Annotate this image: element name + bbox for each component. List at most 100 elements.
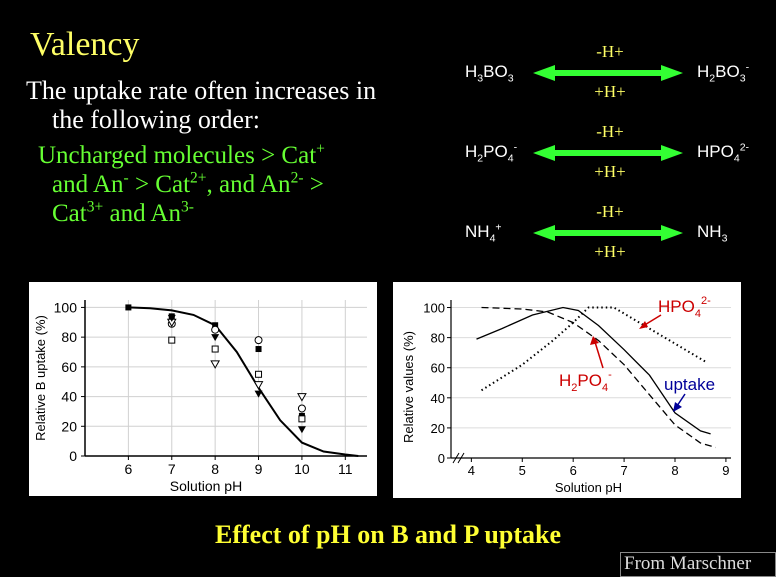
reactant-0-b: BO (483, 62, 508, 81)
reactant-2-sub1: 4 (489, 232, 496, 245)
point-open-square-2 (255, 370, 263, 378)
intro-line-2: the following order: (52, 105, 260, 134)
boron-uptake-chart: 0 20 40 60 80 100 6 7 8 9 10 11 Solution pH Relative … (33, 299, 367, 494)
arrow-bottom-label-0: +H+ (594, 82, 626, 101)
order-sup-7: 3- (181, 198, 194, 216)
point-filled-square-3 (255, 346, 262, 353)
reactant-1-sup: - (513, 141, 518, 154)
reactant-1-b: PO (483, 142, 508, 161)
product-0-sub1: 2 (709, 72, 716, 85)
order-text-4: , and An (206, 171, 291, 198)
order-text-7: and An (103, 200, 181, 227)
boron-uptake-chart-panel: 0 20 40 60 80 100 6 7 8 9 10 11 Solution pH Relative … (29, 282, 377, 496)
reactant-1-sub2: 4 (507, 152, 514, 165)
x-tick-label-9: 9 (255, 461, 263, 477)
x-tick-label-7: 7 (168, 461, 176, 477)
arrow-top-label-1: -H+ (596, 122, 624, 141)
x-axis-label: Solution pH (555, 480, 622, 495)
product-2-a: NH (697, 222, 722, 241)
series-line-0 (476, 306, 711, 435)
x-tick-label-6: 6 (124, 461, 132, 477)
x-axis-label: Solution pH (170, 478, 242, 494)
product-0: H2BO3- (697, 61, 750, 85)
y-tick-label-20: 20 (431, 421, 445, 436)
y-tick-label-60: 60 (431, 361, 445, 376)
x-tick-label-5: 5 (519, 463, 526, 478)
reactant-1-a: H (465, 142, 478, 161)
y-tick-label-100: 100 (54, 299, 78, 315)
y-tick-label-80: 80 (61, 329, 77, 345)
product-1-sup: 2- (739, 141, 750, 154)
reactant-1: H2PO4- (465, 141, 518, 165)
y-tick-label-0: 0 (438, 451, 445, 466)
point-open-square-0 (168, 336, 176, 344)
hpo4-pointer-head (639, 321, 648, 329)
y-axis-label: Relative values (%) (401, 331, 416, 443)
order-text-3: > Cat (128, 171, 191, 198)
y-tick-label-0: 0 (69, 448, 77, 464)
product-2: NH3 (697, 222, 728, 245)
arrow-bottom-label-1: +H+ (594, 162, 626, 181)
product-0-sup: - (745, 61, 750, 74)
order-sup-6: 3+ (86, 198, 104, 216)
fit-curve (128, 306, 359, 457)
reactant-0: H3BO3 (465, 62, 514, 85)
order-line-3: Cat3+ and An3- (38, 199, 458, 228)
y-tick-label-40: 40 (61, 389, 77, 405)
product-0-b: BO (715, 62, 740, 81)
arrow-top-label-0: -H+ (596, 42, 624, 61)
order-sup-4: 2- (290, 169, 304, 187)
order-sup-3: 2+ (190, 169, 207, 187)
order-sup-1: + (316, 140, 325, 158)
slide-title: Valency (30, 26, 140, 63)
y-tick-label-20: 20 (61, 418, 77, 434)
intro-text: The uptake rate often increases in the f… (26, 76, 446, 134)
arrow-bottom-label-2: +H+ (594, 242, 626, 261)
product-2-sub1: 3 (721, 232, 728, 245)
h2po4-pointer-head (590, 336, 599, 345)
x-tick-label-9: 9 (722, 463, 729, 478)
series-line-1 (481, 306, 716, 449)
product-1-a: HPO (697, 142, 734, 161)
point-open-square-3 (298, 415, 306, 423)
x-tick-label-6: 6 (570, 463, 577, 478)
uptake-pointer-head (673, 402, 682, 412)
point-open-triangle-2 (253, 381, 264, 390)
point-open-circle-1 (211, 325, 220, 334)
order-text-5: > (303, 171, 324, 198)
order-text-1: Uncharged molecules > Cat (38, 142, 317, 169)
phosphate-chart-panel: 0 20 40 60 80 100 4 5 6 7 8 9 Solution pH Relative va… (393, 282, 741, 498)
equilibrium-arrow-1 (533, 145, 683, 161)
uptake-order: Uncharged molecules > Cat+ and An- > Cat… (38, 141, 458, 228)
series-label-uptake: uptake (664, 375, 715, 394)
order-text-2: and An (52, 171, 124, 198)
arrow-top-label-2: -H+ (596, 202, 624, 221)
point-open-circle-2 (254, 336, 263, 345)
h2po4-pointer-line (594, 341, 604, 369)
order-text-6: Cat (52, 200, 87, 227)
source-credit: From Marschner (620, 552, 776, 577)
x-tick-label-4: 4 (468, 463, 475, 478)
point-filled-triangle-3 (297, 426, 306, 434)
reactant-2-sup: + (495, 221, 502, 234)
point-filled-triangle-1 (211, 334, 220, 342)
axis-break-mark (452, 452, 465, 464)
reactant-0-sub1: 3 (477, 72, 484, 85)
order-sup-2: - (123, 169, 129, 187)
series-label-hpo4: HPO42- (658, 295, 711, 320)
point-open-triangle-1 (210, 360, 221, 369)
product-1-sub1: 4 (733, 152, 740, 165)
point-filled-square-2 (212, 322, 219, 329)
point-filled-triangle-0 (167, 314, 176, 322)
uptake-pointer-line (676, 393, 686, 407)
y-axis-label: Relative B uptake (%) (33, 315, 48, 441)
point-filled-triangle-2 (254, 390, 263, 398)
order-line-2: and An- > Cat2+, and An2- > (38, 170, 458, 199)
x-tick-label-11: 11 (338, 461, 353, 477)
y-tick-label-60: 60 (61, 359, 77, 375)
x-tick-label-8: 8 (211, 461, 219, 477)
x-tick-label-10: 10 (294, 461, 310, 477)
point-filled-square-0 (125, 304, 132, 311)
equilibrium-arrow-0 (533, 65, 683, 81)
product-0-sub2: 3 (739, 72, 746, 85)
